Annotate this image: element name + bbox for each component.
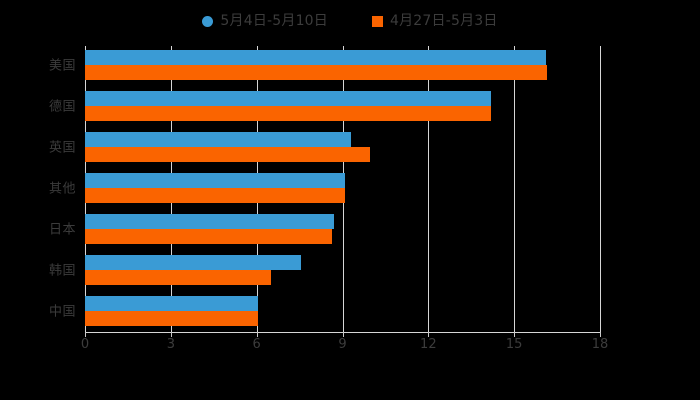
x-tick-label-3: 3	[166, 337, 175, 352]
x-tick-label-15: 15	[505, 337, 523, 352]
y-axis-label-美国: 美国	[48, 58, 76, 74]
x-tick-mark-0	[85, 332, 86, 337]
bar-英国-series-0[interactable]	[85, 132, 352, 148]
y-axis-label-英国: 英国	[48, 140, 76, 156]
x-tick-label-0: 0	[80, 337, 90, 352]
plot-area	[85, 46, 601, 332]
legend-square-marker-icon	[372, 15, 383, 27]
chart-legend: 5月4日-5月10日 4月27日-5月3日	[0, 8, 700, 34]
legend-label-series-1: 4月27日-5月3日	[390, 13, 498, 29]
bar-英国-series-1[interactable]	[85, 147, 370, 163]
x-tick-label-6: 6	[252, 337, 261, 352]
bar-其他-series-1[interactable]	[85, 188, 346, 203]
x-tick-label-18: 18	[591, 337, 609, 352]
x-tick-mark-3	[170, 332, 172, 337]
y-axis-label-韩国: 韩国	[48, 263, 76, 279]
y-axis-label-中国: 中国	[48, 304, 76, 320]
y-axis-label-日本: 日本	[48, 222, 76, 238]
x-tick-mark-6	[256, 332, 258, 337]
x-tick-mark-15	[514, 332, 516, 337]
legend-entry-series-1[interactable]: 4月27日-5月3日	[372, 14, 498, 28]
bar-日本-series-0[interactable]	[85, 213, 334, 229]
bar-韩国-series-1[interactable]	[85, 269, 271, 285]
legend-label-series-0: 5月4日-5月10日	[220, 13, 328, 29]
x-tick-mark-9	[342, 332, 344, 337]
x-tick-label-9: 9	[338, 337, 347, 352]
legend-entry-series-0[interactable]: 5月4日-5月10日	[202, 14, 328, 28]
gridline-x-15	[514, 46, 516, 332]
x-tick-mark-12	[428, 332, 430, 337]
bar-中国-series-0[interactable]	[85, 295, 259, 311]
gridline-x-18	[600, 46, 601, 332]
y-axis-label-其他: 其他	[48, 181, 76, 197]
gridline-x-12	[428, 46, 430, 332]
bar-韩国-series-0[interactable]	[85, 254, 301, 270]
x-tick-label-12: 12	[420, 337, 437, 352]
bar-中国-series-1[interactable]	[85, 310, 259, 326]
y-axis-label-德国: 德国	[48, 99, 76, 115]
bar-美国-series-0[interactable]	[85, 50, 546, 66]
bar-美国-series-1[interactable]	[85, 65, 548, 81]
x-tick-mark-18	[600, 332, 601, 337]
legend-circle-marker-icon	[202, 15, 214, 27]
bar-德国-series-0[interactable]	[85, 91, 492, 107]
bar-德国-series-1[interactable]	[85, 106, 492, 122]
bar-日本-series-1[interactable]	[85, 228, 333, 244]
bar-其他-series-0[interactable]	[85, 173, 346, 188]
